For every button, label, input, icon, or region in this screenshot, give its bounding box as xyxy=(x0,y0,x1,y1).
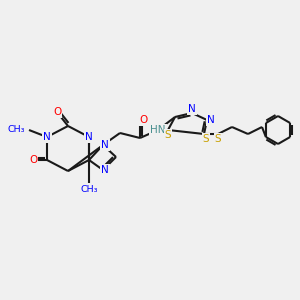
Text: N: N xyxy=(188,104,196,114)
Text: N: N xyxy=(207,115,215,125)
Text: N: N xyxy=(85,132,93,142)
Text: S: S xyxy=(215,134,221,144)
Text: N: N xyxy=(101,165,109,175)
Text: S: S xyxy=(203,134,209,144)
Text: O: O xyxy=(139,115,147,125)
Text: N: N xyxy=(101,140,109,150)
Text: O: O xyxy=(53,107,61,117)
Text: N: N xyxy=(43,132,51,142)
Text: CH₃: CH₃ xyxy=(80,185,98,194)
Text: S: S xyxy=(165,130,171,140)
Text: HN: HN xyxy=(150,125,166,135)
Text: CH₃: CH₃ xyxy=(8,125,25,134)
Text: O: O xyxy=(29,155,37,165)
